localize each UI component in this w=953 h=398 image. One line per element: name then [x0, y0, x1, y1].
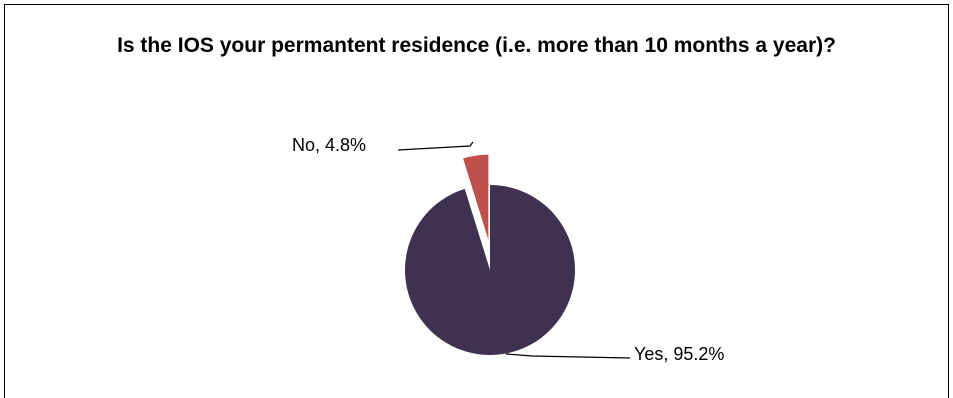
leader-line-yes — [505, 353, 631, 359]
data-label-no: No, 4.8% — [292, 135, 366, 155]
pie-slice-no — [461, 153, 490, 244]
chart-title: Is the IOS your permantent residence (i.… — [117, 34, 836, 57]
data-label-yes: Yes, 95.2% — [634, 344, 724, 364]
chart-frame — [4, 4, 949, 398]
leader-line-no — [397, 141, 474, 151]
pie-slice-yes — [405, 185, 576, 355]
